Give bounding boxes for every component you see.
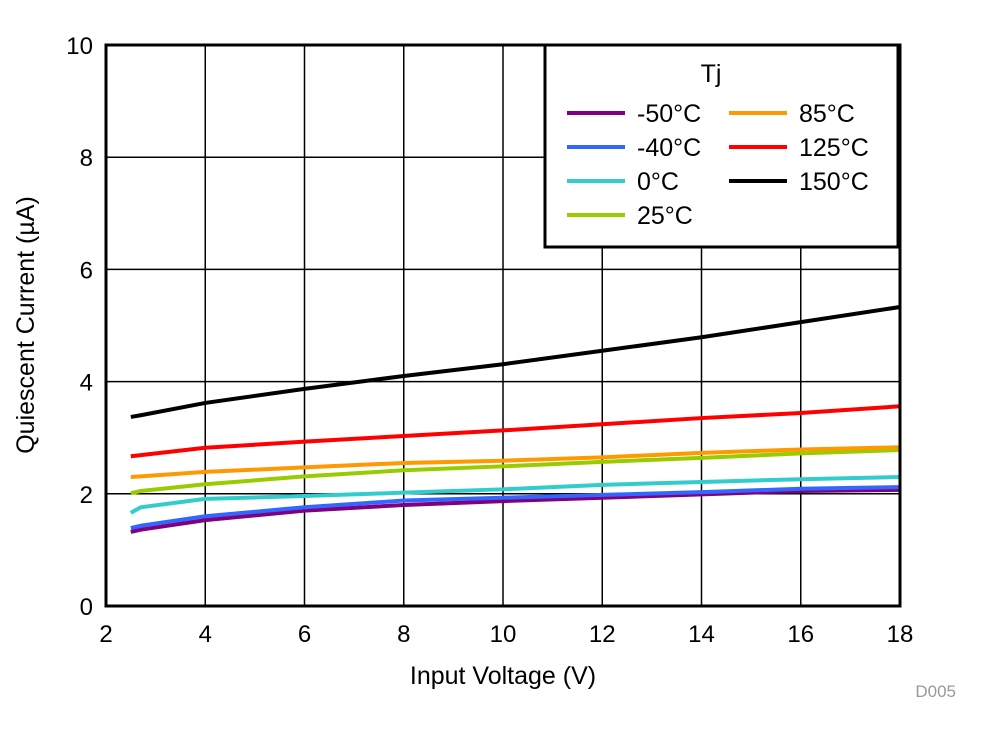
x-tick-labels: 2 4 6 8 10 12 14 16 18	[99, 621, 913, 648]
y-tick-label: 8	[80, 145, 93, 172]
series-line-85Cc	[130, 445, 901, 479]
y-tick-label: 2	[80, 482, 93, 509]
x-axis-label: Input Voltage (V)	[410, 662, 596, 690]
series-line-0Cc	[129, 474, 901, 515]
y-tick-labels: 0 2 4 6 8 10	[66, 33, 93, 621]
series-line-25Cc	[130, 448, 901, 496]
series-lines	[129, 305, 901, 534]
legend-label: 125°C	[799, 134, 869, 162]
y-tick-label: 4	[80, 370, 93, 397]
x-tick-label: 8	[397, 621, 410, 648]
x-tick-label: 12	[589, 621, 616, 648]
series-line-125Cc	[130, 404, 901, 459]
legend-label: 85°C	[799, 100, 855, 128]
series-line-150Cc	[130, 305, 901, 419]
y-tick-label: 6	[80, 257, 93, 284]
x-tick-label: 16	[787, 621, 814, 648]
x-tick-label: 18	[887, 621, 914, 648]
legend: Tj -50°C -40°C 0°C 25°C 85°C 125°C 150°C	[543, 43, 900, 249]
legend-label: -50°C	[637, 100, 701, 128]
y-tick-label: 10	[66, 33, 93, 60]
series-line--50Cc	[130, 487, 901, 534]
x-tick-label: 10	[490, 621, 517, 648]
legend-label: 25°C	[637, 202, 693, 230]
y-tick-label: 0	[80, 594, 93, 621]
legend-label: 0°C	[637, 168, 679, 196]
watermark: D005	[915, 682, 956, 701]
y-axis-label: Quiescent Current (µA)	[12, 196, 40, 454]
x-tick-label: 2	[99, 621, 112, 648]
legend-label: -40°C	[637, 134, 701, 162]
legend-title: Tj	[701, 60, 722, 88]
x-tick-label: 4	[199, 621, 212, 648]
series-line--40Cc	[130, 485, 901, 530]
x-tick-label: 14	[688, 621, 715, 648]
plot-frame	[104, 43, 902, 608]
x-tick-label: 6	[298, 621, 311, 648]
legend-label: 150°C	[799, 168, 869, 196]
